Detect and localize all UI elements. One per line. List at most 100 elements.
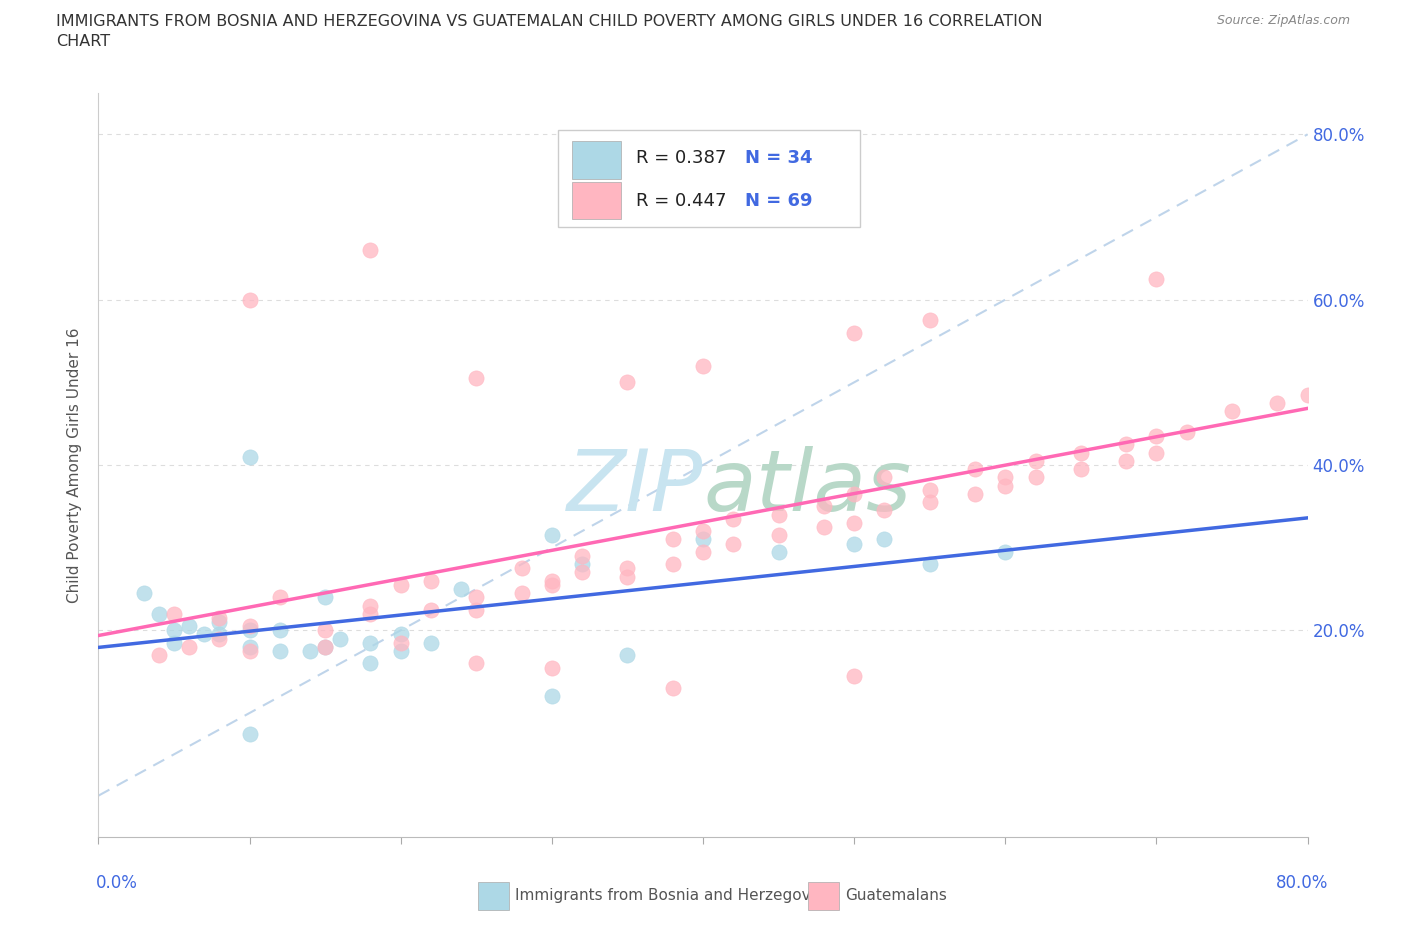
Point xyxy=(239,644,262,658)
Point xyxy=(692,358,714,373)
Point xyxy=(844,536,866,551)
Point xyxy=(844,515,866,530)
Point xyxy=(360,243,382,258)
Point xyxy=(768,528,790,543)
Point xyxy=(360,598,382,613)
Point xyxy=(208,627,231,642)
Point xyxy=(239,726,262,741)
Point xyxy=(389,578,412,592)
Point xyxy=(314,640,336,655)
Point xyxy=(768,507,790,522)
Point xyxy=(994,478,1017,493)
Point xyxy=(179,640,201,655)
Point xyxy=(692,532,714,547)
Point xyxy=(844,669,866,684)
Text: ZIP: ZIP xyxy=(567,445,703,529)
Text: Guatemalans: Guatemalans xyxy=(845,888,946,903)
Text: Source: ZipAtlas.com: Source: ZipAtlas.com xyxy=(1216,14,1350,27)
Point xyxy=(873,470,896,485)
Text: Immigrants from Bosnia and Herzegovina: Immigrants from Bosnia and Herzegovina xyxy=(515,888,834,903)
Point xyxy=(1146,272,1168,286)
Point xyxy=(465,371,488,386)
FancyBboxPatch shape xyxy=(558,130,860,227)
Point xyxy=(844,486,866,501)
Point xyxy=(661,557,683,572)
Point xyxy=(768,544,790,559)
Point xyxy=(269,623,291,638)
Point xyxy=(208,631,231,646)
Point xyxy=(148,647,170,662)
Point xyxy=(1220,404,1243,418)
Point xyxy=(918,312,941,327)
Point xyxy=(540,573,562,588)
Point xyxy=(723,512,745,526)
Point xyxy=(994,470,1017,485)
Point xyxy=(540,689,562,704)
Point xyxy=(193,627,215,642)
Point xyxy=(239,623,262,638)
Point xyxy=(163,606,186,621)
Point xyxy=(239,449,262,464)
Point xyxy=(540,660,562,675)
Point xyxy=(844,326,866,340)
Point xyxy=(918,557,941,572)
Point xyxy=(616,375,638,390)
Point xyxy=(314,590,336,604)
Point xyxy=(540,578,562,592)
Point xyxy=(1070,445,1092,460)
Point xyxy=(314,623,336,638)
Point xyxy=(1115,454,1137,469)
Text: 0.0%: 0.0% xyxy=(96,874,138,892)
Point xyxy=(163,623,186,638)
Point xyxy=(723,536,745,551)
Text: N = 69: N = 69 xyxy=(745,192,813,210)
Point xyxy=(314,640,336,655)
Point xyxy=(1146,429,1168,444)
Text: R = 0.447: R = 0.447 xyxy=(637,192,727,210)
Point xyxy=(465,603,488,618)
Point xyxy=(132,586,155,601)
Point xyxy=(571,565,593,580)
Point xyxy=(1115,437,1137,452)
Point xyxy=(994,544,1017,559)
Point xyxy=(510,561,533,576)
Point xyxy=(873,532,896,547)
Point xyxy=(813,520,835,535)
Point xyxy=(208,615,231,630)
Point xyxy=(389,627,412,642)
Point xyxy=(873,503,896,518)
Point xyxy=(692,524,714,538)
Point xyxy=(389,644,412,658)
Y-axis label: Child Poverty Among Girls Under 16: Child Poverty Among Girls Under 16 xyxy=(67,327,83,603)
Point xyxy=(661,532,683,547)
Text: IMMIGRANTS FROM BOSNIA AND HERZEGOVINA VS GUATEMALAN CHILD POVERTY AMONG GIRLS U: IMMIGRANTS FROM BOSNIA AND HERZEGOVINA V… xyxy=(56,14,1043,29)
FancyBboxPatch shape xyxy=(572,182,621,219)
Point xyxy=(179,618,201,633)
Point xyxy=(148,606,170,621)
Point xyxy=(420,635,443,650)
Point xyxy=(360,656,382,671)
Point xyxy=(239,292,262,307)
Text: R = 0.387: R = 0.387 xyxy=(637,150,727,167)
Point xyxy=(616,647,638,662)
Point xyxy=(269,590,291,604)
Point xyxy=(692,544,714,559)
Point xyxy=(571,557,593,572)
Point xyxy=(450,581,472,596)
Point xyxy=(465,590,488,604)
Point xyxy=(299,644,322,658)
Point xyxy=(389,635,412,650)
Point xyxy=(420,573,443,588)
Text: CHART: CHART xyxy=(56,34,110,49)
Point xyxy=(1267,395,1289,410)
Point xyxy=(661,681,683,696)
Point xyxy=(1024,454,1046,469)
Point xyxy=(510,586,533,601)
Point xyxy=(269,644,291,658)
Point xyxy=(616,569,638,584)
Point xyxy=(465,656,488,671)
Point xyxy=(918,483,941,498)
Point xyxy=(420,603,443,618)
Point xyxy=(239,640,262,655)
Point xyxy=(571,549,593,564)
